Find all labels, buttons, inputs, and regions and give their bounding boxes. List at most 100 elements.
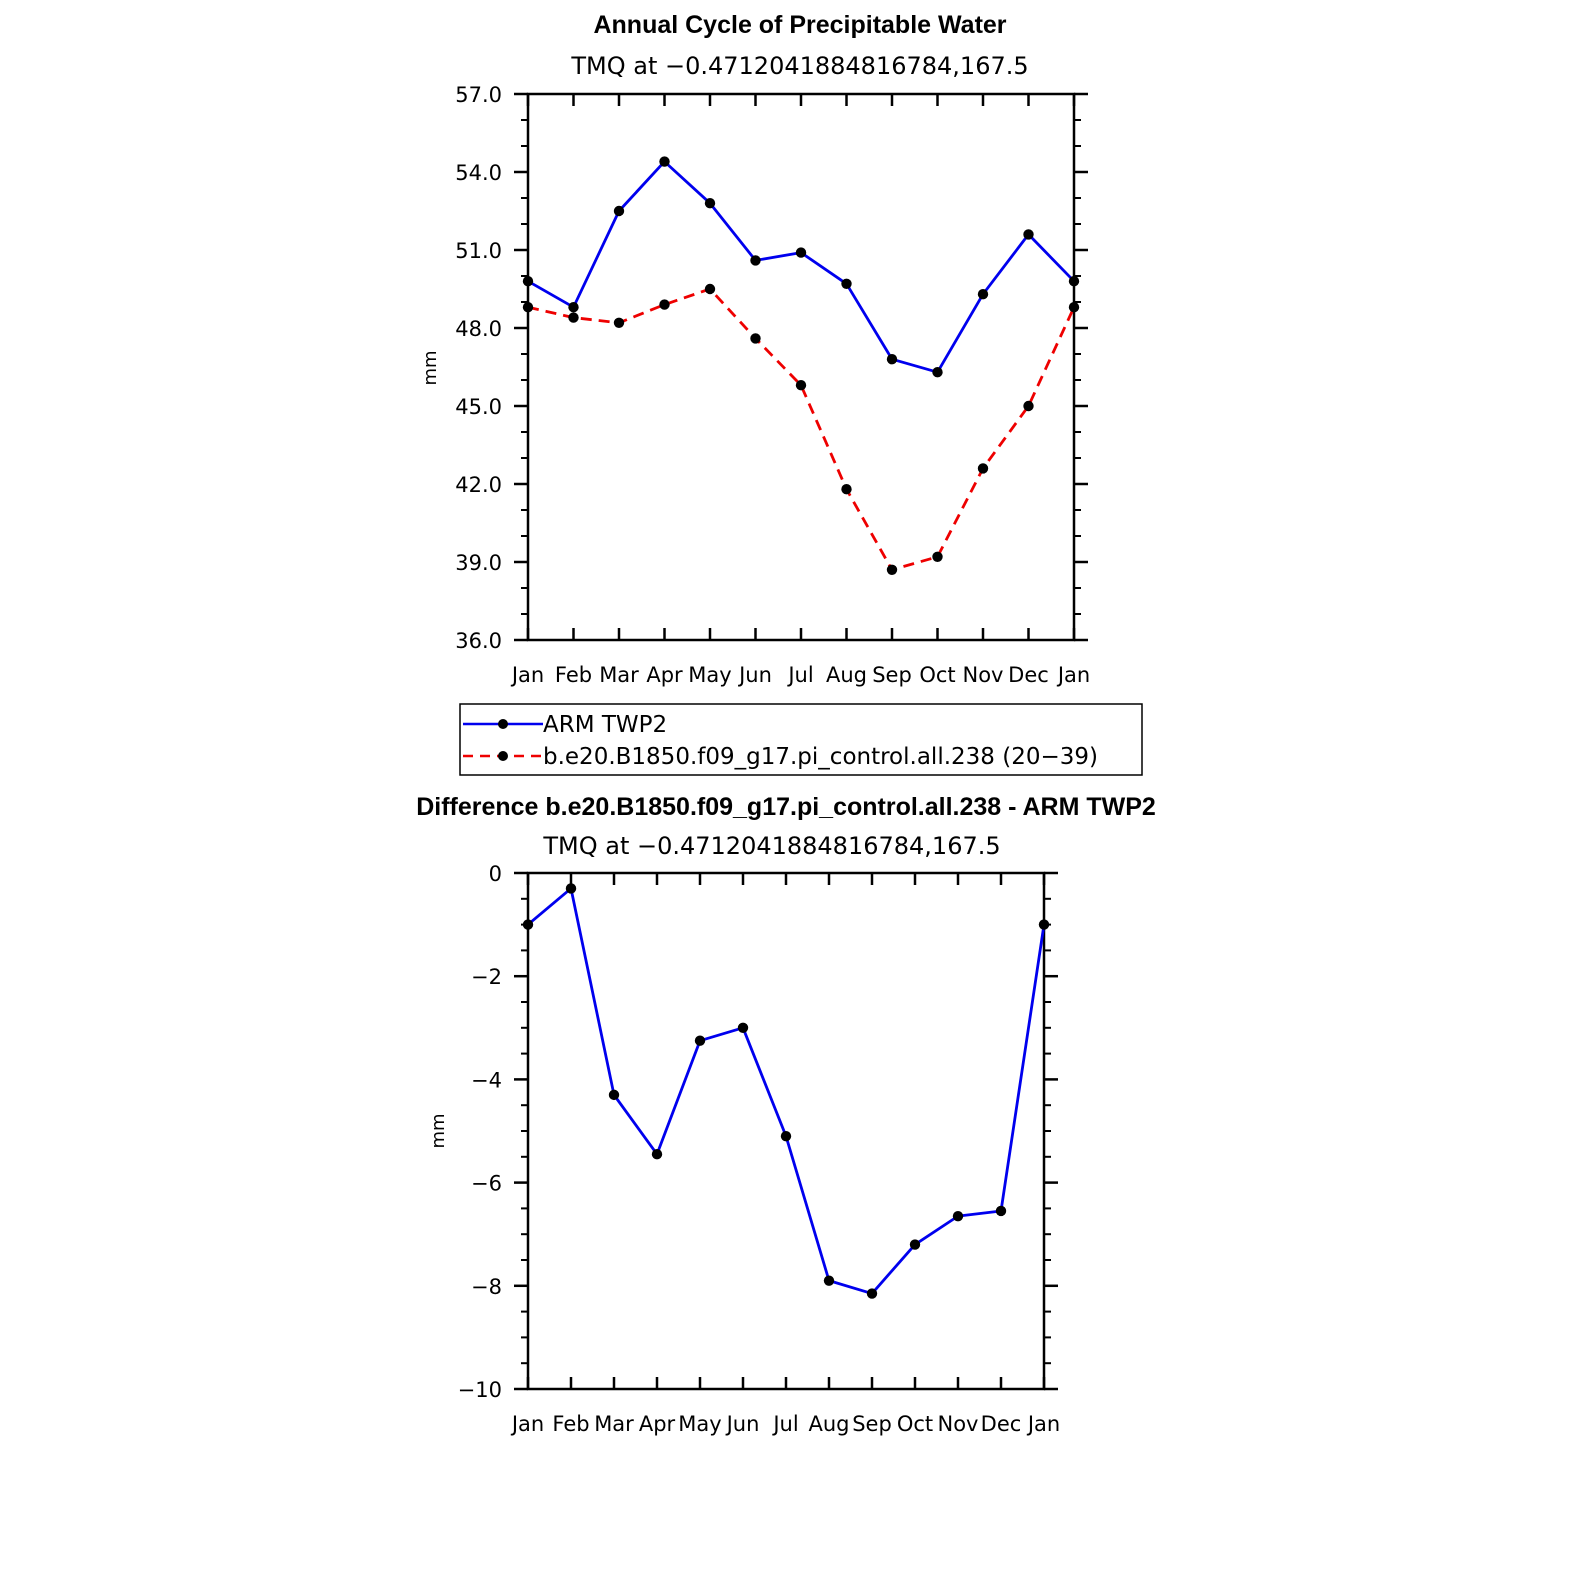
x-tick-label: Mar	[599, 663, 639, 687]
x-tick-label: Oct	[897, 1412, 933, 1436]
data-point	[995, 1205, 1007, 1217]
data-point	[866, 1288, 878, 1299]
x-tick-label: Oct	[919, 663, 955, 687]
x-tick-label: Jun	[737, 663, 772, 687]
data-point	[613, 317, 625, 328]
x-tick-label: Jan	[1026, 1412, 1060, 1436]
legend: ARM TWP2 b.e20.B1850.f09_g17.pi_control.…	[459, 703, 1143, 776]
x-tick-label: Sep	[852, 1412, 892, 1436]
y-tick-label: 36.0	[455, 629, 502, 653]
data-point	[608, 1089, 620, 1101]
annual-cycle-panel: Annual Cycle of Precipitable Water TMQ a…	[420, 11, 1090, 687]
data-point	[659, 156, 670, 167]
y-tick-labels: 36.0 39.0 42.0 45.0 48.0 51.0 54.0 57.0	[455, 83, 502, 653]
y-tick-label: −2	[471, 965, 502, 989]
axis-ticks	[514, 92, 1088, 642]
x-tick-label: Nov	[938, 1412, 979, 1436]
x-tick-label: Apr	[639, 1412, 676, 1436]
x-tick-labels: Jan Feb Mar Apr May Jun Jul Aug Sep Oct Nov Dec Jan	[510, 663, 1090, 687]
x-tick-labels: Jan Feb Mar Apr May Jun Jul Aug Sep Oct Nov Dec Jan	[510, 1412, 1060, 1436]
data-point	[952, 1210, 964, 1222]
data-point	[1038, 919, 1050, 930]
data-point	[704, 198, 716, 209]
data-point	[977, 289, 989, 300]
y-tick-label: 45.0	[455, 395, 502, 419]
data-point	[795, 247, 807, 258]
chart-subtitle: TMQ at −0.4712041884816784,167.5	[542, 832, 1000, 860]
data-point	[841, 484, 852, 495]
data-point	[737, 1022, 749, 1033]
data-point	[522, 919, 534, 930]
data-point	[1068, 276, 1080, 287]
series-line-0	[527, 887, 1046, 1295]
legend-box	[459, 703, 1143, 776]
legend-label-model: b.e20.B1850.f09_g17.pi_control.all.238 (…	[543, 744, 1098, 770]
data-point	[1023, 229, 1034, 240]
data-point	[522, 302, 534, 313]
x-tick-label: Dec	[1008, 663, 1049, 687]
chart-subtitle: TMQ at −0.4712041884816784,167.5	[570, 52, 1028, 80]
data-point	[841, 278, 852, 289]
data-point	[565, 883, 577, 894]
y-tick-label: −6	[471, 1172, 502, 1196]
chart-title: Difference b.e20.B1850.f09_g17.pi_contro…	[416, 793, 1156, 821]
y-tick-label: 48.0	[455, 317, 502, 341]
data-point	[750, 255, 761, 266]
x-tick-label: Feb	[552, 1412, 589, 1436]
y-axis-label: mm	[420, 350, 441, 385]
x-tick-label: Aug	[808, 1412, 849, 1436]
legend-marker-arm-twp2	[498, 719, 508, 729]
data-point	[909, 1239, 921, 1250]
y-tick-label: 0	[489, 862, 502, 886]
x-tick-label: Jun	[725, 1412, 760, 1436]
data-point	[659, 299, 670, 310]
difference-panel: Difference b.e20.B1850.f09_g17.pi_contro…	[416, 793, 1156, 1436]
y-tick-label: −4	[471, 1068, 502, 1092]
y-tick-labels: −10 −8 −6 −4 −2 0	[458, 862, 502, 1402]
x-tick-label: Jul	[771, 1412, 798, 1436]
x-tick-label: Sep	[872, 663, 912, 687]
y-tick-label: −8	[471, 1275, 502, 1299]
data-point	[750, 333, 761, 344]
data-point	[932, 367, 943, 378]
x-tick-label: Aug	[826, 663, 867, 687]
data-point	[704, 283, 716, 295]
x-tick-label: Mar	[594, 1412, 634, 1436]
chart-title: Annual Cycle of Precipitable Water	[593, 11, 1006, 39]
legend-label-arm-twp2: ARM TWP2	[543, 712, 667, 738]
data-point	[1068, 302, 1080, 313]
x-tick-label: Dec	[981, 1412, 1022, 1436]
data-point	[522, 276, 534, 287]
data-point	[886, 354, 898, 365]
series-line-0	[527, 160, 1076, 374]
x-tick-label: Feb	[555, 663, 592, 687]
data-point	[568, 312, 579, 323]
data-point	[823, 1275, 835, 1286]
y-tick-label: −10	[458, 1378, 502, 1402]
x-tick-label: Nov	[963, 663, 1004, 687]
data-point	[694, 1035, 706, 1046]
y-tick-label: 57.0	[455, 83, 502, 107]
data-point	[886, 564, 898, 575]
axis-ticks	[514, 871, 1058, 1391]
y-tick-label: 51.0	[455, 239, 502, 263]
data-series	[522, 883, 1050, 1299]
y-tick-label: 54.0	[455, 161, 502, 185]
x-tick-label: May	[678, 1412, 721, 1436]
series-line-1	[527, 287, 1076, 572]
x-tick-label: Apr	[646, 663, 683, 687]
x-tick-label: Jan	[510, 663, 544, 687]
y-axis-label: mm	[428, 1113, 449, 1148]
data-point	[977, 463, 989, 474]
data-series	[522, 156, 1080, 575]
x-tick-label: Jan	[1056, 663, 1090, 687]
data-point	[780, 1130, 792, 1142]
x-tick-label: Jul	[786, 663, 813, 687]
legend-marker-model	[498, 751, 508, 761]
y-tick-label: 42.0	[455, 473, 502, 497]
plot-frame	[526, 92, 1076, 642]
data-point	[932, 551, 943, 562]
x-tick-label: Jan	[510, 1412, 544, 1436]
y-tick-label: 39.0	[455, 551, 502, 575]
